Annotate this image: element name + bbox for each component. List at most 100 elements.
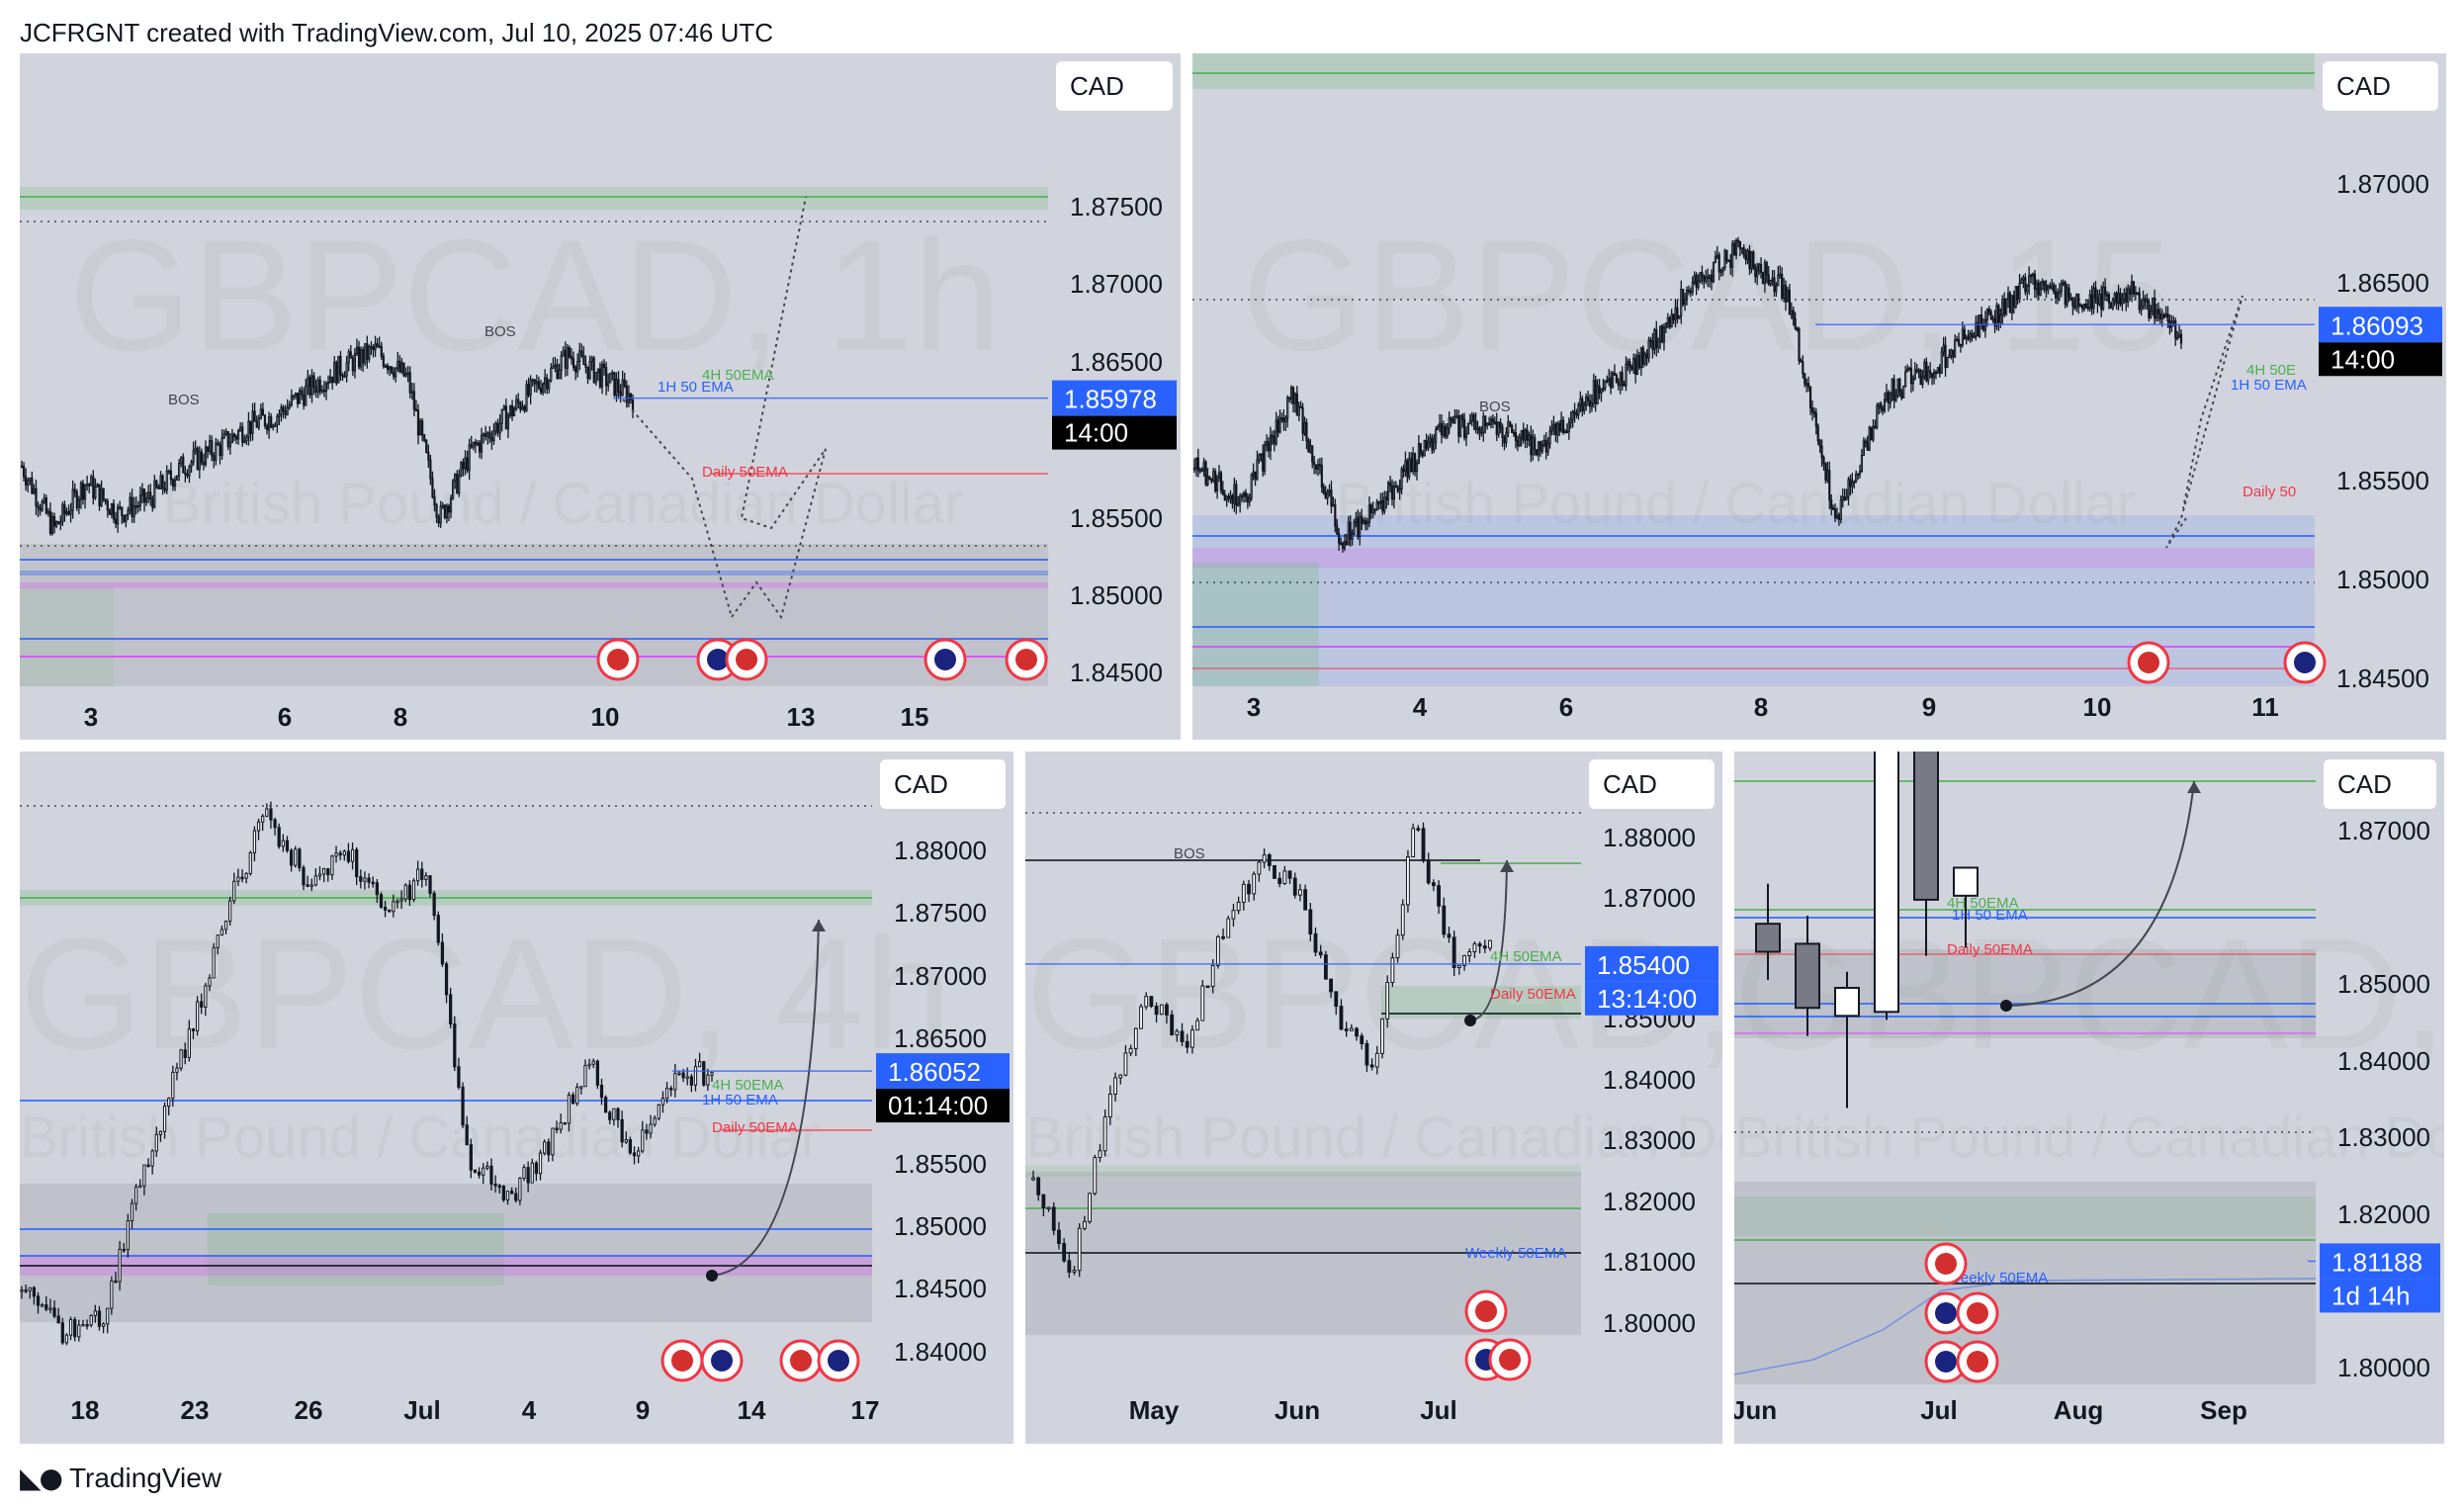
event-flag-icon: [779, 1339, 823, 1382]
candle: [1913, 752, 1939, 956]
x-tick-label: 3: [84, 702, 98, 732]
svg-text:1d 14h: 1d 14h: [2332, 1281, 2411, 1310]
y-tick-label: 1.82000: [1603, 1187, 1696, 1216]
event-flag-icon: [924, 638, 967, 681]
annotation-label: BOS: [1479, 399, 1511, 415]
candles: [20, 335, 635, 536]
y-tick-label: 1.80000: [2337, 1353, 2430, 1382]
y-tick-label: 1.84000: [1603, 1065, 1696, 1095]
annotation-label: Daily 50EMA: [702, 464, 788, 481]
zone: [20, 187, 1048, 210]
x-tick-label: 17: [851, 1395, 880, 1425]
x-tick-label: 13: [787, 702, 816, 732]
x-tick-label: 11: [2251, 692, 2279, 722]
y-tick-label: 1.85000: [2337, 969, 2430, 999]
y-tick-label: 1.87000: [1070, 269, 1163, 299]
projection-curve: [1469, 859, 1508, 1021]
svg-text:CAD: CAD: [894, 769, 948, 799]
chart-svg: GBPCAD, 1h British Pound / Canadian Dolla…: [20, 61, 1177, 732]
y-tick-label: 1.85500: [894, 1149, 987, 1179]
chart-panel-p3[interactable]: GBPCAD, 4h British Pound / Canadian Dolla…: [20, 752, 1013, 1444]
watermark-description: British Pound / Canadian Dollar: [20, 1106, 820, 1170]
x-tick-label: 14: [738, 1395, 766, 1425]
y-tick-label: 1.86500: [1070, 347, 1163, 377]
projection-curve: [2005, 780, 2195, 1007]
annotation-label: Weekly 50EMA: [1465, 1245, 1566, 1262]
tradingview-logo: ◣● TradingView: [20, 1462, 221, 1494]
zone: [20, 582, 1048, 588]
x-tick-label: 23: [181, 1395, 210, 1425]
current-price-badge: 1.86052: [876, 1053, 1010, 1090]
y-tick-label: 1.87000: [1603, 883, 1696, 913]
y-tick-label: 1.84000: [894, 1337, 987, 1367]
annotation-label: Daily 50: [2243, 484, 2296, 500]
annotation-label: 4H 50EMA: [1947, 895, 2019, 912]
annotation-label: Daily 50EMA: [1947, 941, 2033, 958]
projection-start-dot: [706, 1270, 718, 1282]
x-tick-label: 10: [591, 702, 620, 732]
y-tick-label: 1.87500: [894, 898, 987, 928]
y-tick-label: 1.87000: [2336, 169, 2429, 199]
watermark-description: British Pound / Canadian Dollar: [1336, 472, 2136, 536]
projection-arrowhead: [2187, 781, 2201, 793]
y-tick-label: 1.80000: [1603, 1308, 1696, 1338]
svg-text:14:00: 14:00: [2331, 344, 2395, 374]
y-tick-label: 1.86500: [894, 1023, 987, 1053]
chart-panel-p5[interactable]: GBPCAD, 1WBritish Pound / Canadian Dolla…: [1734, 752, 2444, 1444]
candle: [1795, 916, 1820, 1036]
candles: [1192, 236, 2183, 553]
event-flag-icon: [2127, 641, 2170, 684]
svg-text:1.86093: 1.86093: [2331, 310, 2423, 340]
projection-arrowhead: [812, 920, 826, 931]
watermark-symbol: GBPCAD, 1h: [69, 207, 1002, 384]
brand-text: TradingView: [68, 1462, 222, 1493]
y-tick-label: 1.85000: [2336, 565, 2429, 594]
event-flag-icon: [1488, 1338, 1532, 1381]
y-tick-label: 1.84500: [2336, 664, 2429, 693]
event-flag-icon: [725, 638, 768, 681]
event-flag-icon: [1005, 638, 1048, 681]
y-tick-label: 1.85500: [1070, 503, 1163, 533]
x-tick-label: 4: [522, 1395, 537, 1425]
currency-label: CAD: [1589, 759, 1715, 809]
y-tick-label: 1.85000: [894, 1211, 987, 1241]
annotation-label: BOS: [1174, 845, 1205, 862]
x-tick-label: Jul: [403, 1395, 441, 1425]
event-lightning-icon: [1924, 1242, 1968, 1285]
candle: [1755, 883, 1781, 980]
x-tick-label: 4: [1413, 692, 1428, 722]
x-tick-label: Sep: [2200, 1395, 2247, 1425]
chart-panel-p1[interactable]: GBPCAD, 1h British Pound / Canadian Dolla…: [20, 53, 1181, 740]
zone: [20, 544, 1048, 686]
candle: [1874, 752, 1899, 1020]
event-flag-icon: [817, 1339, 860, 1382]
currency-label: CAD: [1056, 61, 1173, 111]
chart-svg: GBPCAD, 15 British Pound / Canadian Dolla…: [1192, 53, 2442, 722]
annotation-label: BOS: [168, 392, 200, 408]
zone: [20, 571, 1048, 576]
annotation-label: 1H 50 EMA: [658, 379, 734, 396]
annotation-label: Weekly 50EMA: [1947, 1270, 2048, 1286]
x-tick-label: 18: [71, 1395, 100, 1425]
x-tick-label: 9: [1922, 692, 1936, 722]
y-tick-label: 1.83000: [1603, 1125, 1696, 1155]
annotation-label: 4H 50E: [2246, 362, 2296, 379]
svg-text:1.85978: 1.85978: [1064, 385, 1157, 414]
event-flag-icon: [1924, 1291, 1968, 1335]
svg-text:14:00: 14:00: [1064, 418, 1128, 448]
annotation-label: BOS: [484, 323, 516, 340]
chart-panel-p2[interactable]: GBPCAD, 15 British Pound / Canadian Dolla…: [1192, 53, 2446, 740]
tradingview-logo-icon: ◣●: [20, 1462, 63, 1494]
event-lightning-icon: [660, 1339, 704, 1382]
x-tick-label: 15: [901, 702, 929, 732]
current-price-badge: 1.86093: [2319, 307, 2442, 343]
candles: [1031, 822, 1492, 1279]
x-tick-label: 6: [278, 702, 292, 732]
current-price-badge: 1.81188: [2320, 1243, 2440, 1280]
chart-svg: GBPCAD, 4h British Pound / Canadian Dolla…: [20, 759, 1010, 1425]
svg-text:CAD: CAD: [1603, 769, 1657, 799]
y-tick-label: 1.81000: [1603, 1247, 1696, 1277]
x-tick-label: 26: [295, 1395, 323, 1425]
projection-start-dot: [2000, 1000, 2012, 1012]
chart-panel-p4[interactable]: GBPCAD, 1DBritish Pound / Canadian Dolla…: [1025, 752, 1722, 1444]
